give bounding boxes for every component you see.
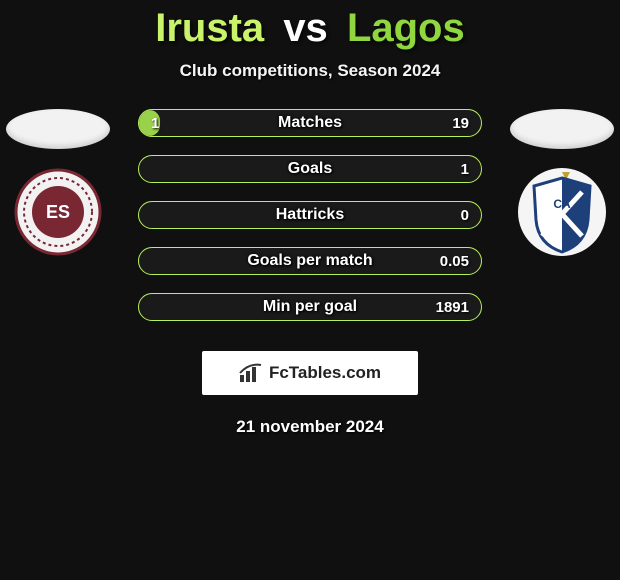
stat-row: 1Matches19 bbox=[138, 109, 482, 137]
snapshot-date: 21 november 2024 bbox=[0, 417, 620, 437]
stat-label: Goals bbox=[139, 156, 481, 182]
branding-text: FcTables.com bbox=[269, 363, 381, 383]
player-right-oval bbox=[510, 109, 614, 149]
comparison-stage: ES CA 1Matches19Goals1Hattricks0Goals pe… bbox=[0, 109, 620, 339]
branding-badge: FcTables.com bbox=[202, 351, 418, 395]
stat-row: Goals per match0.05 bbox=[138, 247, 482, 275]
title-player-right: Lagos bbox=[347, 6, 465, 50]
stat-label: Goals per match bbox=[139, 248, 481, 274]
svg-text:CA: CA bbox=[553, 197, 571, 211]
club-badge-left: ES bbox=[8, 167, 108, 257]
stat-row: Hattricks0 bbox=[138, 201, 482, 229]
stat-row: Goals1 bbox=[138, 155, 482, 183]
title-player-left: Irusta bbox=[155, 6, 264, 50]
stat-label: Min per goal bbox=[139, 294, 481, 320]
player-left-oval bbox=[6, 109, 110, 149]
stat-value-right: 19 bbox=[452, 110, 469, 136]
subtitle: Club competitions, Season 2024 bbox=[0, 61, 620, 81]
stat-rows: 1Matches19Goals1Hattricks0Goals per matc… bbox=[138, 109, 482, 339]
stat-value-right: 0 bbox=[461, 202, 469, 228]
stat-value-right: 0.05 bbox=[440, 248, 469, 274]
club-badge-right: CA bbox=[512, 167, 612, 257]
stat-value-right: 1891 bbox=[436, 294, 469, 320]
bar-chart-icon bbox=[239, 363, 263, 383]
stat-label: Hattricks bbox=[139, 202, 481, 228]
stat-label: Matches bbox=[139, 110, 481, 136]
club-badge-right-icon: CA bbox=[516, 166, 608, 258]
stat-value-right: 1 bbox=[461, 156, 469, 182]
stat-row: Min per goal1891 bbox=[138, 293, 482, 321]
page-title: Irusta vs Lagos bbox=[0, 0, 620, 51]
title-vs: vs bbox=[283, 6, 328, 50]
club-badge-left-icon: ES bbox=[14, 168, 102, 256]
svg-text:ES: ES bbox=[46, 202, 70, 222]
